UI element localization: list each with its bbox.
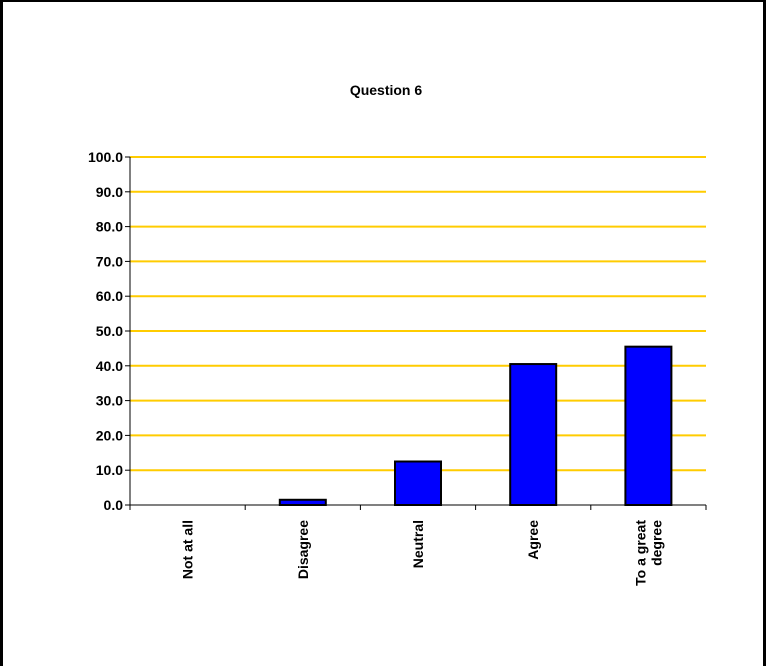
bar (509, 363, 558, 506)
x-category-label: Neutral (410, 520, 426, 568)
y-tick-label: 40.0 (96, 358, 123, 374)
y-tick-label: 10.0 (96, 462, 123, 478)
y-tick-label: 60.0 (96, 288, 123, 304)
bar (624, 345, 673, 506)
bar (394, 460, 442, 506)
chart-title: Question 6 (349, 82, 423, 98)
x-category-label: To a greatdegree (632, 520, 664, 586)
x-category-label: Not at all (180, 520, 196, 579)
y-tick-label: 80.0 (96, 219, 123, 235)
y-tick-label: 100.0 (88, 149, 123, 165)
x-category-label: Disagree (295, 520, 311, 579)
bar (278, 498, 327, 506)
y-tick-label: 90.0 (96, 184, 123, 200)
y-tick-label: 0.0 (104, 497, 124, 513)
y-tick-label: 70.0 (96, 253, 123, 269)
y-tick-label: 30.0 (96, 393, 123, 409)
x-category-label: Agree (525, 520, 541, 560)
y-tick-label: 20.0 (96, 427, 123, 443)
chart-canvas: 0.0 10.0 20.0 30.0 40.0 50.0 60.0 70.0 80.0 90.0 1… (88, 149, 707, 586)
y-tick-label: 50.0 (96, 323, 123, 339)
